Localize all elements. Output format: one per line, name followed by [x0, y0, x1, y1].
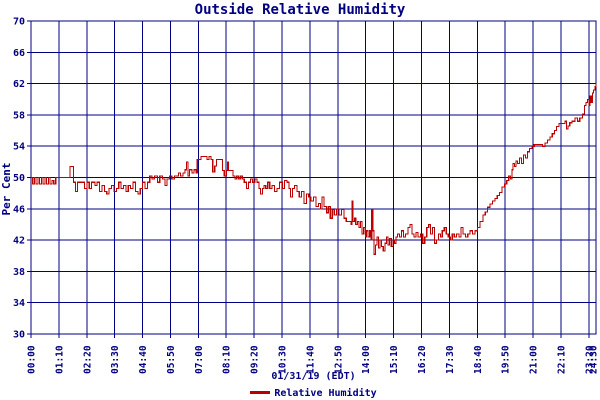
x-tick-label: 00:00 — [27, 345, 38, 374]
x-tick-label: 21:00 — [529, 345, 540, 374]
y-tick-label: 66 — [13, 48, 25, 59]
x-tick-label: 05:50 — [166, 345, 177, 374]
x-tick-label: 19:50 — [501, 345, 512, 374]
y-tick-label: 70 — [13, 17, 25, 28]
y-tick-label: 46 — [13, 204, 25, 215]
series-line — [31, 83, 597, 255]
x-tick-label: 01:10 — [54, 345, 65, 374]
x-tick-label: 07:00 — [194, 345, 205, 374]
y-tick-label: 62 — [13, 79, 25, 90]
y-tick-label: 30 — [13, 330, 25, 341]
y-tick-label: 50 — [13, 173, 25, 184]
y-tick-label: 34 — [13, 298, 25, 309]
x-tick-label: 08:10 — [222, 345, 233, 374]
y-tick-label: 58 — [13, 110, 25, 121]
y-tick-label: 42 — [13, 236, 25, 247]
legend-label: Relative Humidity — [274, 388, 377, 399]
x-tick-label: 10:30 — [278, 345, 289, 374]
date-label: 01/31/19 (EDT) — [271, 371, 356, 382]
x-tick-label: 17:30 — [445, 345, 456, 374]
x-tick-label: 12:50 — [333, 345, 344, 374]
x-tick-label: 09:20 — [250, 345, 261, 374]
legend: Relative Humidity — [31, 388, 596, 400]
x-tick-label: 16:20 — [417, 345, 428, 374]
x-tick-label: 11:40 — [305, 345, 316, 374]
legend-line-swatch — [250, 391, 271, 394]
x-tick-label: 22:10 — [556, 345, 567, 374]
x-tick-label: 02:20 — [82, 345, 93, 374]
chart-title: Outside Relative Humidity — [194, 2, 406, 18]
x-tick-label: 14:00 — [361, 345, 372, 374]
x-overlap-label: 24:30 — [589, 345, 600, 374]
y-tick-label: 54 — [13, 142, 25, 153]
x-tick-label: 23:20 — [584, 345, 595, 374]
x-tick-label: 04:40 — [138, 345, 149, 374]
y-tick-label: 38 — [13, 267, 25, 278]
x-tick-label: 03:30 — [110, 345, 121, 374]
x-tick-label: 18:40 — [473, 345, 484, 374]
x-tick-label: 15:10 — [389, 345, 400, 374]
